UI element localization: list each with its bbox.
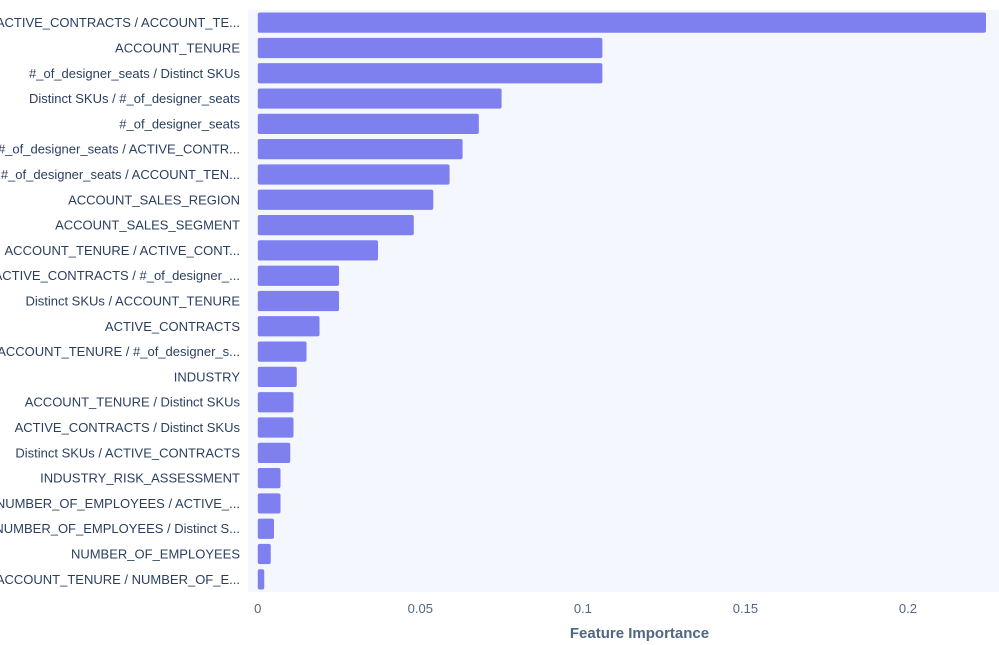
bar [257,316,320,337]
category-label: NUMBER_OF_EMPLOYEES [71,547,240,562]
bar [257,63,603,84]
bar [257,493,281,514]
category-label: Distinct SKUs / #_of_designer_seats [29,91,240,106]
category-label: ACTIVE_CONTRACTS / #_of_designer_... [0,268,240,283]
x-tick-label: 0.1 [574,601,592,616]
bar [257,518,275,539]
bar [257,543,271,565]
category-label: ACCOUNT_TENURE / ACTIVE_CONT... [5,243,240,258]
category-label: NUMBER_OF_EMPLOYEES / ACTIVE_... [0,496,240,511]
category-label: INDUSTRY_RISK_ASSESSMENT [40,471,240,486]
bar [257,341,307,362]
x-tick-label: 0.15 [733,601,758,616]
bar [257,392,294,413]
category-label: ACCOUNT_TENURE / NUMBER_OF_E... [0,572,240,587]
category-label: INDUSTRY [174,369,241,384]
x-axis-title: Feature Importance [570,625,709,642]
bar [257,139,463,160]
category-labels-group: ACTIVE_CONTRACTS / ACCOUNT_TE... ACCOUNT_… [0,15,240,587]
bar [257,113,479,134]
bar [257,37,603,59]
category-label: ACCOUNT_SALES_SEGMENT [55,218,240,233]
category-label: ACTIVE_CONTRACTS / Distinct SKUs [15,420,241,435]
bar [257,366,297,388]
bar [257,265,340,286]
x-tick-label: 0.05 [408,601,433,616]
category-label: #_of_designer_seats [119,116,240,131]
category-label: ACTIVE_CONTRACTS / ACCOUNT_TE... [0,15,240,30]
bar [257,214,414,236]
category-label: ACCOUNT_TENURE [115,40,240,55]
category-label: #_of_designer_seats / Distinct SKUs [29,66,240,81]
bar [257,569,265,590]
x-tick-label: 0 [254,601,261,616]
category-label: #_of_designer_seats / ACCOUNT_TEN... [1,167,240,182]
bar [257,468,281,489]
x-tick-labels-group: 0 0.05 0.1 0.15 0.2 [254,601,917,616]
x-tick-label: 0.2 [899,601,917,616]
bar [257,417,294,438]
bar [257,164,450,185]
category-label: ACCOUNT_SALES_REGION [68,192,240,207]
category-label: NUMBER_OF_EMPLOYEES / Distinct S... [0,521,240,536]
bar [257,442,291,463]
bars-group [257,12,986,590]
bar [257,290,340,312]
category-label: ACCOUNT_TENURE / #_of_designer_s... [0,344,240,359]
category-label: ACTIVE_CONTRACTS [105,319,240,334]
category-label: Distinct SKUs / ACCOUNT_TENURE [25,294,240,309]
category-label: #_of_designer_seats / ACTIVE_CONTR... [0,142,240,157]
bar [257,189,434,210]
bar [257,12,986,33]
bar [257,88,502,109]
category-label: ACCOUNT_TENURE / Distinct SKUs [25,395,241,410]
category-label: Distinct SKUs / ACTIVE_CONTRACTS [15,445,240,460]
bar [257,240,379,261]
